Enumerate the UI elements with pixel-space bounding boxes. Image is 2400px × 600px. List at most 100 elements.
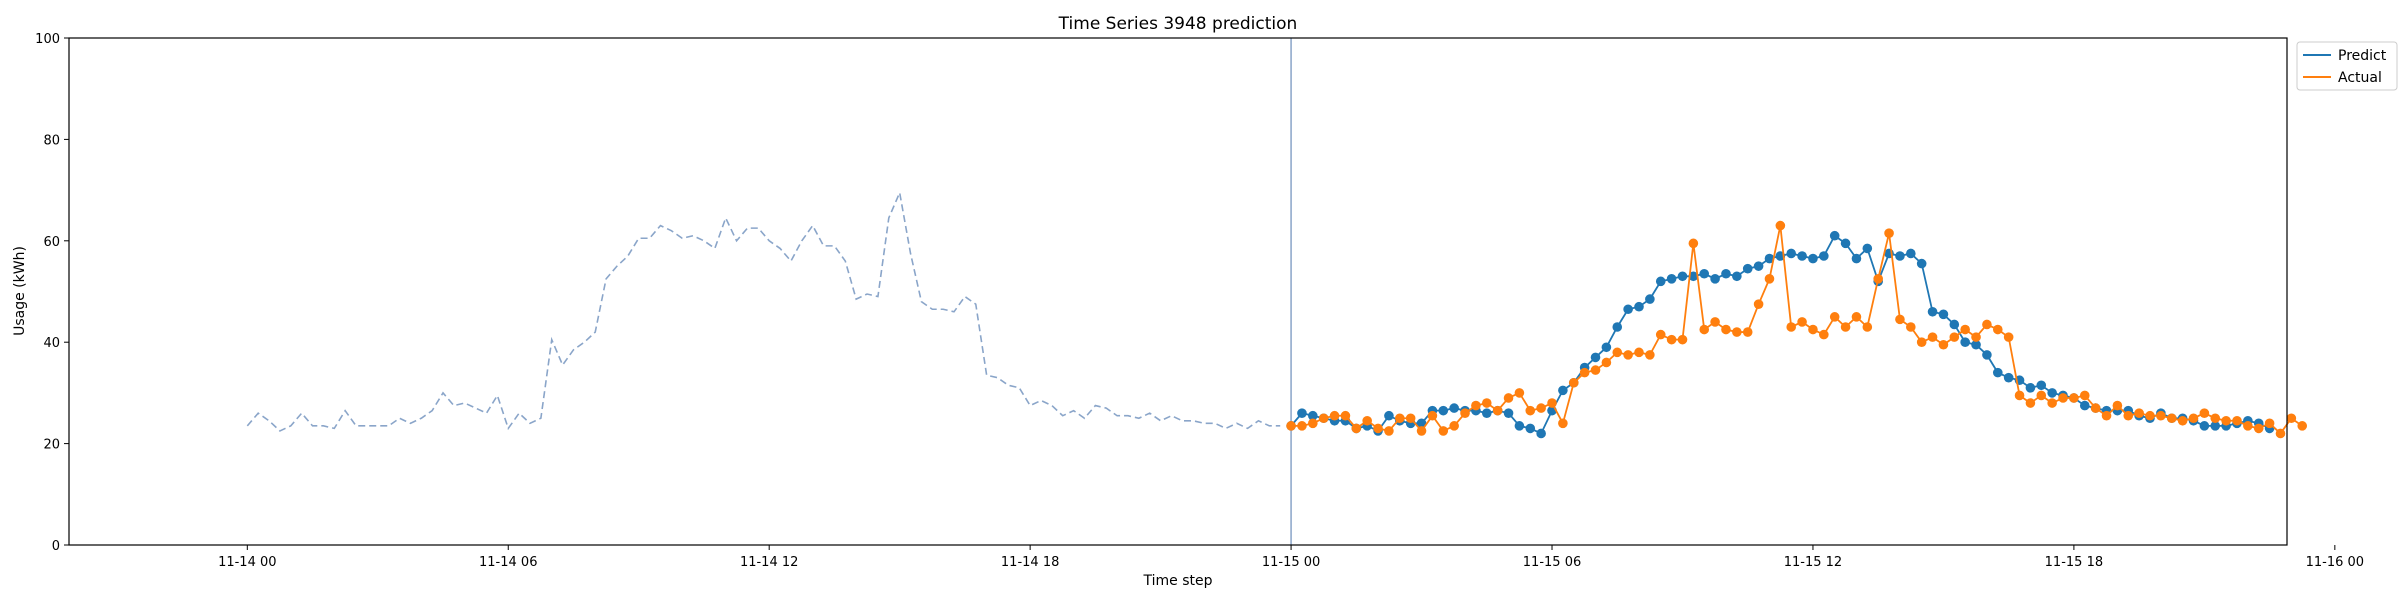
- actual-point: [2025, 398, 2036, 408]
- actual-point: [1938, 339, 1949, 350]
- actual-point: [2264, 418, 2275, 429]
- actual-point: [1405, 413, 1416, 424]
- actual-point: [1753, 299, 1764, 309]
- predict-point: [1906, 248, 1916, 259]
- legend-label-predict: Predict: [2338, 48, 2387, 64]
- predict-point: [1808, 253, 1818, 264]
- predict-point: [1786, 248, 1797, 259]
- actual-point: [2134, 408, 2144, 418]
- predict-point: [1949, 319, 1960, 330]
- predict-point: [2199, 421, 2210, 431]
- actual-point: [1329, 410, 1340, 421]
- predict-point: [1960, 337, 1970, 348]
- predict-point: [1601, 342, 1612, 353]
- actual-point: [2156, 410, 2166, 421]
- actual-point: [1742, 327, 1753, 337]
- actual-point: [1362, 415, 1372, 426]
- predict-point: [1525, 423, 1536, 434]
- actual-point: [2090, 403, 2101, 413]
- actual-point: [1721, 324, 1731, 335]
- actual-point: [1340, 410, 1351, 421]
- actual-point: [2286, 413, 2297, 424]
- actual-point: [1797, 317, 1807, 327]
- actual-point: [1579, 367, 1590, 378]
- actual-point: [1895, 314, 1905, 325]
- predict-point: [1481, 408, 1492, 418]
- actual-point: [2166, 413, 2177, 424]
- actual-point: [1351, 423, 1362, 434]
- actual-point: [2036, 390, 2047, 401]
- actual-point: [2069, 393, 2079, 403]
- predict-point: [1992, 367, 2003, 378]
- x-tick-label: 11-14 12: [740, 555, 798, 570]
- actual-point: [1318, 413, 1329, 424]
- actual-point: [2253, 423, 2264, 434]
- actual-point: [1623, 350, 1633, 360]
- actual-point: [2058, 393, 2068, 403]
- predict-point: [1797, 251, 1807, 261]
- actual-point: [1862, 322, 1873, 332]
- predict-point: [2003, 372, 2014, 383]
- actual-point: [1416, 426, 1427, 436]
- actual-point: [2221, 415, 2231, 426]
- predict-point: [1384, 410, 1394, 421]
- predict-point: [1558, 385, 1568, 396]
- actual-point: [1460, 408, 1470, 418]
- actual-line: [1291, 225, 2303, 435]
- actual-point: [1601, 357, 1612, 368]
- predict-point: [1742, 263, 1753, 274]
- actual-point: [1710, 317, 1720, 327]
- predict-point: [1297, 408, 1307, 418]
- x-tick-label: 11-15 06: [1523, 555, 1581, 570]
- actual-point: [1395, 413, 1405, 424]
- actual-point: [1427, 410, 1438, 421]
- y-tick-label: 40: [43, 336, 60, 351]
- actual-point: [2243, 421, 2253, 431]
- actual-point: [2210, 413, 2221, 424]
- predict-point: [1634, 301, 1644, 312]
- actual-point: [1558, 418, 1568, 429]
- actual-point: [2232, 415, 2242, 426]
- actual-point: [1699, 324, 1710, 335]
- predict-point: [1438, 405, 1449, 416]
- predict-point: [1764, 253, 1775, 264]
- x-tick-label: 11-14 18: [1001, 555, 1059, 570]
- actual-point: [1884, 228, 1894, 238]
- predict-point: [1688, 271, 1699, 282]
- predict-point: [1819, 251, 1829, 261]
- actual-point: [1568, 377, 1579, 388]
- actual-point: [1819, 329, 1829, 340]
- predict-point: [1840, 238, 1851, 249]
- predict-point: [1308, 410, 1318, 421]
- actual-point: [2047, 398, 2057, 408]
- legend-label-actual: Actual: [2338, 70, 2382, 86]
- history-line: [246, 189, 1281, 432]
- actual-point: [1525, 405, 1536, 416]
- x-axis: 11-14 00 11-14 06 11-14 12 11-14 18 11-15 00…: [218, 545, 2364, 570]
- actual-point: [1786, 322, 1797, 332]
- predict-point: [1971, 339, 1981, 350]
- plot-frame: [68, 37, 2288, 546]
- actual-point: [1851, 312, 1862, 322]
- x-axis-label: Time step: [1143, 573, 1213, 589]
- x-tick-label: 11-15 18: [2045, 555, 2103, 570]
- actual-point: [1829, 312, 1840, 322]
- actual-point: [2079, 390, 2090, 401]
- predict-point: [2210, 421, 2221, 431]
- predict-point: [1753, 261, 1764, 271]
- predict-point: [1645, 294, 1655, 304]
- y-axis: 0 20 40 60 80 100: [35, 32, 69, 554]
- predict-point: [1677, 271, 1688, 282]
- actual-point: [1536, 403, 1546, 413]
- x-tick-label: 11-15 00: [1262, 555, 1320, 570]
- y-tick-label: 0: [52, 539, 60, 554]
- actual-point: [1971, 332, 1981, 342]
- predict-point: [1938, 309, 1949, 320]
- actual-point: [1590, 365, 1601, 375]
- predict-point: [1916, 258, 1927, 269]
- actual-point: [2014, 390, 2025, 401]
- actual-point: [1492, 405, 1503, 416]
- actual-point: [1634, 347, 1644, 358]
- actual-point: [1384, 426, 1394, 436]
